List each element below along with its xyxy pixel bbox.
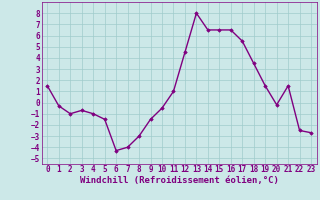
X-axis label: Windchill (Refroidissement éolien,°C): Windchill (Refroidissement éolien,°C) xyxy=(80,176,279,185)
